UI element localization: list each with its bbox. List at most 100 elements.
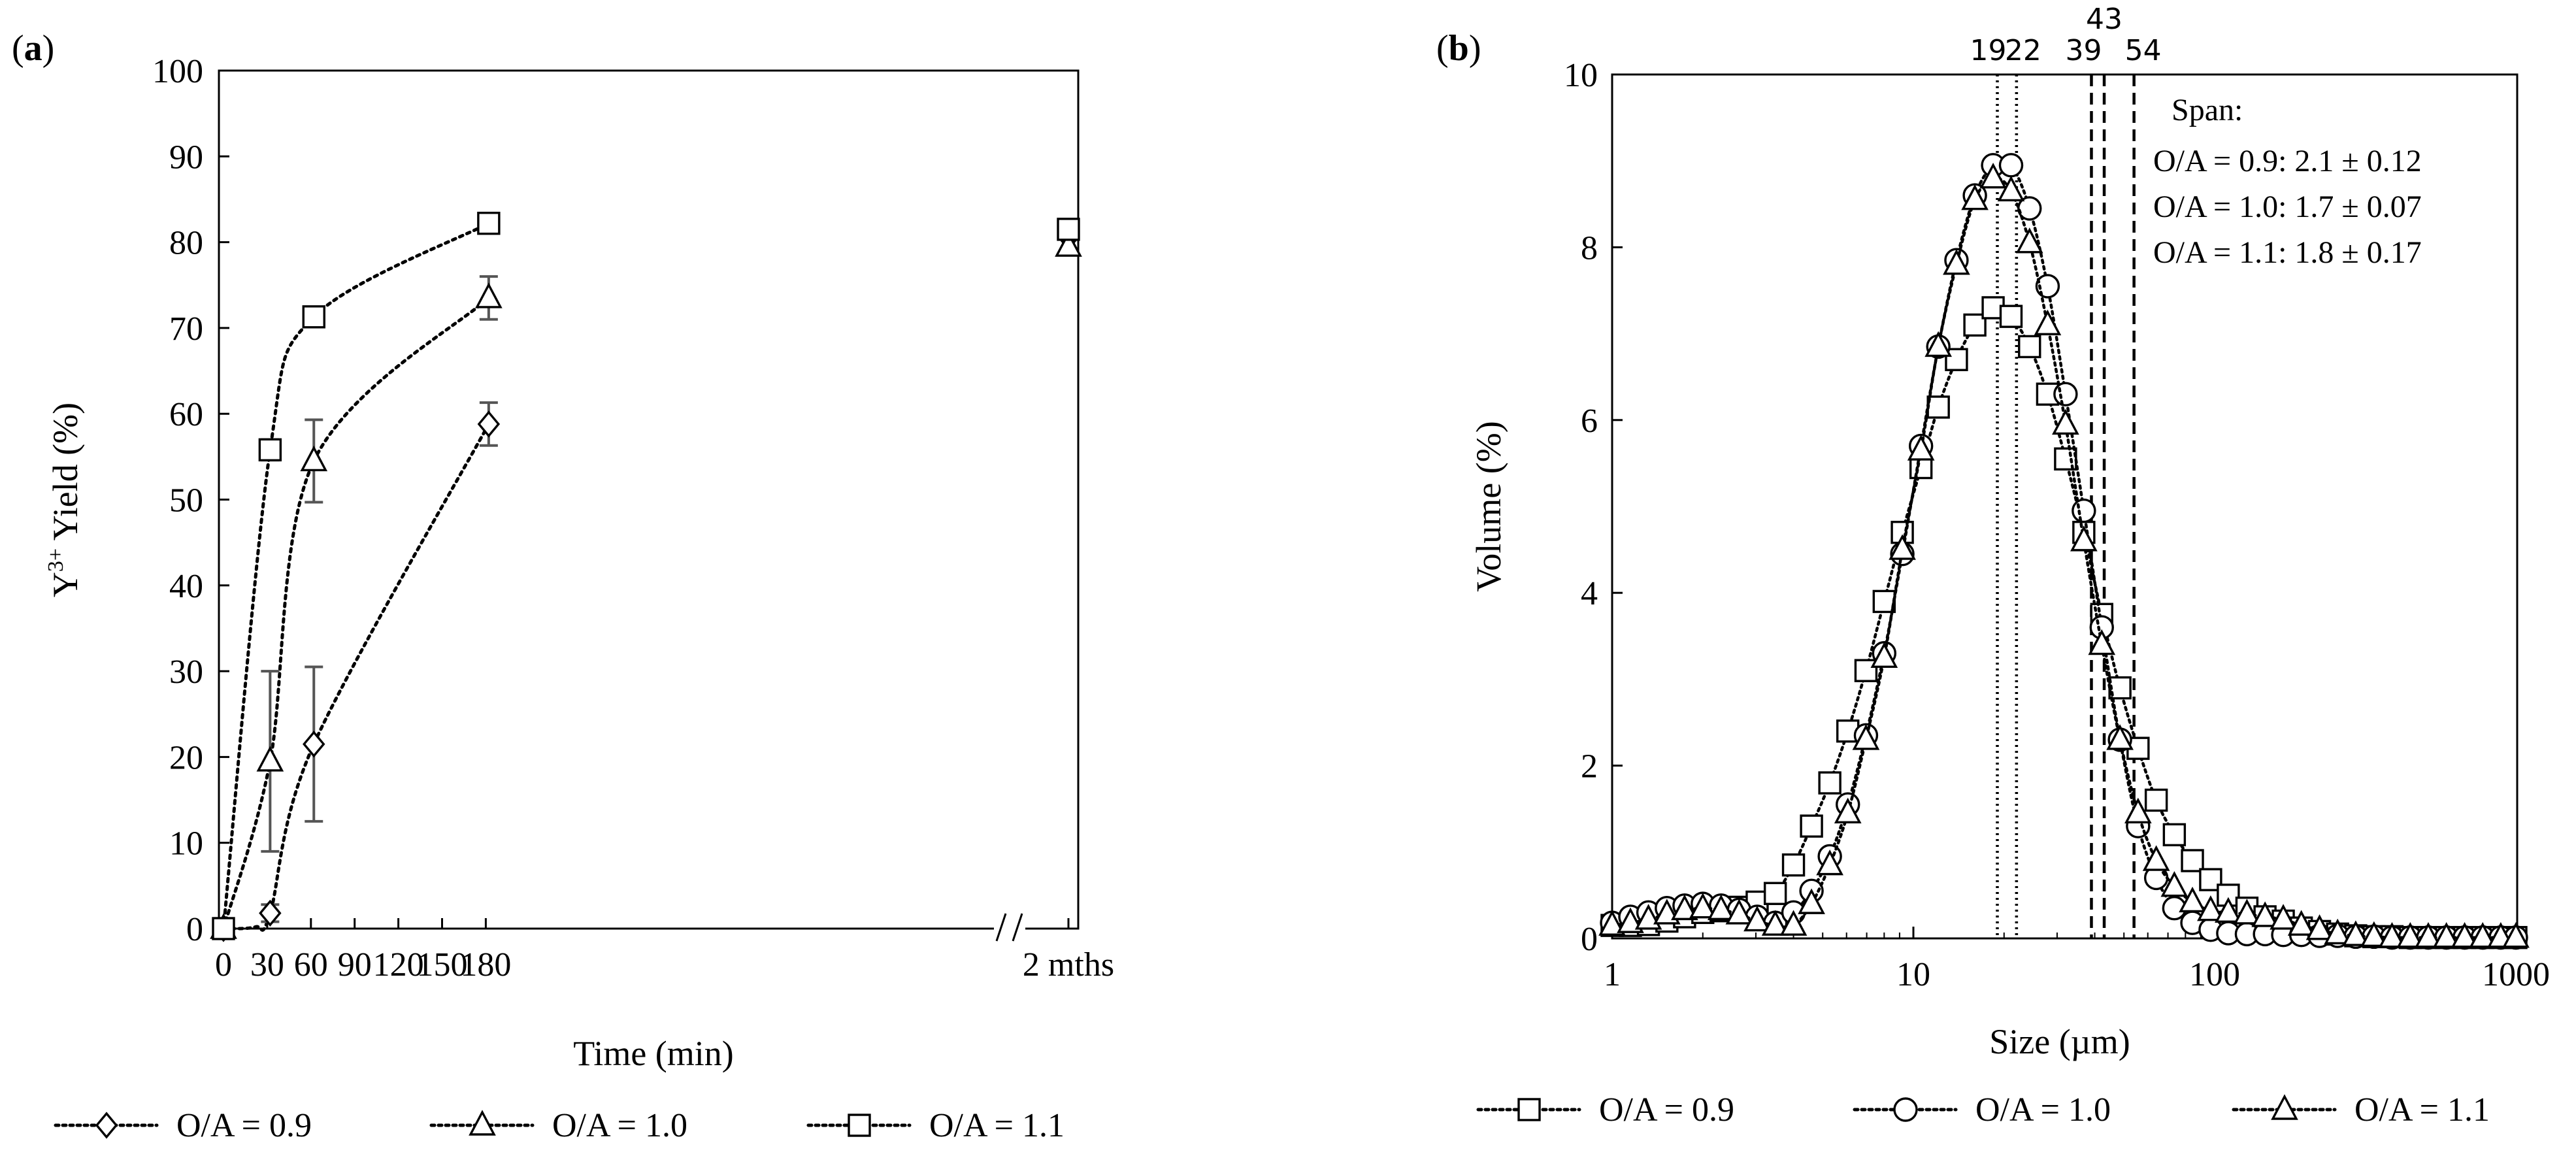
x-tick-label: 1000 — [2482, 956, 2550, 993]
data-point — [258, 438, 282, 462]
legend-entry: O/A = 1.0 — [1853, 1091, 2111, 1129]
data-point — [212, 917, 235, 940]
legend-marker — [848, 1114, 871, 1137]
panel-b-x-axis-label: Size (µm) — [1989, 1022, 2130, 1061]
series-line — [1610, 176, 2518, 940]
x-tick-label: 30 — [250, 946, 284, 983]
panel-b-plot-frame — [1611, 73, 2518, 940]
x-tick-label-2mths: 2 mths — [1023, 946, 1114, 983]
y-tick-label: 4 — [1581, 575, 1598, 612]
panel-a-y-axis-label: Y3+ Yield (%) — [44, 403, 85, 597]
vline-label: 22 — [2005, 34, 2041, 67]
y-tick-label: 20 — [169, 739, 203, 776]
y-tick-label: 0 — [186, 911, 203, 948]
panel-b-span-annotation: Span: O/A = 0.9: 2.1 ± 0.12 O/A = 1.0: 1… — [2153, 93, 2422, 270]
legend-label: O/A = 1.0 — [1975, 1091, 2111, 1129]
series-line — [222, 422, 491, 932]
data-point — [257, 747, 284, 772]
y-tick-label: 50 — [169, 482, 203, 520]
data-point — [1763, 882, 1787, 905]
panel-a-legend: O/A = 0.9 O/A = 1.0 O/A = 1.1 — [54, 1107, 1065, 1144]
legend-label: O/A = 0.9 — [176, 1107, 312, 1144]
data-point — [303, 731, 325, 757]
y-tick-label: 2 — [1581, 748, 1598, 785]
y-tick-label: 70 — [169, 310, 203, 348]
data-point — [2053, 382, 2078, 406]
span-line-1: O/A = 1.0: 1.7 ± 0.07 — [2153, 190, 2422, 224]
x-tick-label: 120 — [373, 946, 424, 983]
x-tick-label: 150 — [417, 946, 468, 983]
y-tick-label: 90 — [169, 139, 203, 176]
legend-entry: O/A = 1.0 — [429, 1107, 687, 1144]
legend-label: O/A = 1.1 — [2354, 1091, 2490, 1129]
data-point — [1781, 853, 1806, 877]
series-square — [212, 212, 1080, 940]
y-tick-label: 40 — [169, 568, 203, 605]
panel-a-axis-break-mark — [995, 913, 1023, 942]
series-circle — [1600, 153, 2528, 950]
panel-b-y-axis-label: Volume (%) — [1469, 421, 1508, 591]
legend-marker — [1893, 1097, 1918, 1122]
panel-a-label: (a) — [12, 28, 54, 69]
span-line-2: O/A = 1.1: 1.8 ± 0.17 — [2153, 235, 2422, 270]
panel-b-legend: O/A = 0.9 O/A = 1.0 O/A = 1.1 — [1476, 1091, 2490, 1129]
panel-b-label: (b) — [1436, 28, 1481, 69]
span-line-0: O/A = 0.9: 2.1 ± 0.12 — [2153, 144, 2422, 178]
legend-entry: O/A = 0.9 — [54, 1107, 312, 1144]
legend-label: O/A = 0.9 — [1599, 1091, 1734, 1129]
series-triangle — [1599, 163, 2529, 948]
y-tick-label: 10 — [169, 825, 203, 863]
data-point — [1998, 153, 2024, 178]
data-point — [2162, 823, 2187, 847]
legend-marker — [1517, 1098, 1541, 1121]
data-point — [476, 284, 502, 308]
data-point — [1926, 395, 1950, 419]
y-tick-label: 30 — [169, 653, 203, 691]
vline-label: 54 — [2125, 34, 2162, 67]
panel-a-plot-frame — [218, 69, 1080, 930]
legend-marker — [469, 1111, 495, 1136]
vline-label: 39 — [2065, 34, 2102, 67]
panel-b-y-axis: 0 2 4 6 8 10 — [1564, 57, 1623, 958]
data-point — [2018, 335, 2041, 359]
series-triangle — [210, 232, 1082, 939]
y-tick-label: 0 — [1581, 921, 1598, 958]
data-point — [477, 212, 501, 235]
data-point — [1800, 814, 1823, 838]
legend-marker — [95, 1112, 118, 1138]
legend-label: O/A = 1.0 — [552, 1107, 687, 1144]
x-tick-label: 10 — [1896, 956, 1930, 993]
vline-label: 43 — [2086, 3, 2122, 36]
series-line — [1610, 159, 2518, 940]
y-tick-label: 8 — [1581, 229, 1598, 267]
data-point-2mths — [1057, 218, 1080, 241]
y-tick-label: 60 — [169, 396, 203, 433]
panel-b-series — [1599, 153, 2529, 950]
data-point — [2181, 849, 2204, 872]
data-point — [301, 446, 327, 472]
x-tick-label: 0 — [215, 946, 232, 983]
series-diamond — [212, 224, 1080, 942]
panel-a-x-axis-label: Time (min) — [573, 1034, 734, 1073]
data-point — [2034, 310, 2061, 336]
y-tick-label: 80 — [169, 225, 203, 262]
data-point — [478, 411, 500, 437]
y-tick-label: 10 — [1564, 57, 1598, 94]
panel-a-series — [210, 212, 1082, 942]
series-line — [222, 296, 491, 931]
legend-entry: O/A = 0.9 — [1476, 1091, 1734, 1129]
data-point — [1818, 771, 1841, 795]
x-tick-label: 100 — [2189, 956, 2240, 993]
x-tick-label: 60 — [294, 946, 328, 983]
x-tick-label: 180 — [460, 946, 511, 983]
series-line — [222, 222, 491, 931]
legend-entry: O/A = 1.1 — [806, 1107, 1065, 1144]
data-point — [2072, 498, 2096, 523]
data-point — [2144, 788, 2168, 812]
x-tick-label: 90 — [338, 946, 372, 983]
data-point — [302, 305, 325, 329]
